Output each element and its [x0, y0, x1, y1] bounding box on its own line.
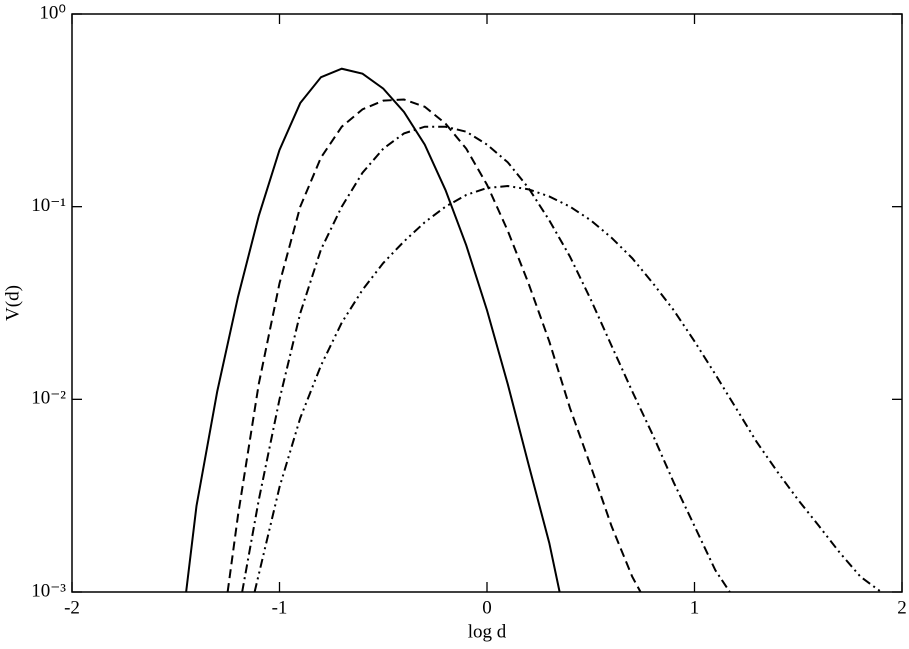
x-tick-label: -1 — [272, 597, 288, 618]
x-axis-label: log d — [468, 621, 507, 642]
y-tick-label: 10⁻³ — [31, 580, 66, 601]
y-tick-label: 10⁻¹ — [31, 195, 66, 216]
x-tick-label: 1 — [690, 597, 700, 618]
y-tick-label: 10⁰ — [39, 2, 66, 23]
y-axis-label: V(d) — [2, 285, 23, 321]
x-tick-label: 0 — [482, 597, 492, 618]
x-tick-label: 2 — [897, 597, 907, 618]
series-line — [253, 185, 882, 593]
y-tick-label: 10⁻² — [31, 388, 66, 409]
series-line — [241, 125, 731, 593]
x-tick-label: -2 — [64, 597, 80, 618]
series-line — [226, 98, 642, 593]
series-line — [185, 67, 561, 593]
